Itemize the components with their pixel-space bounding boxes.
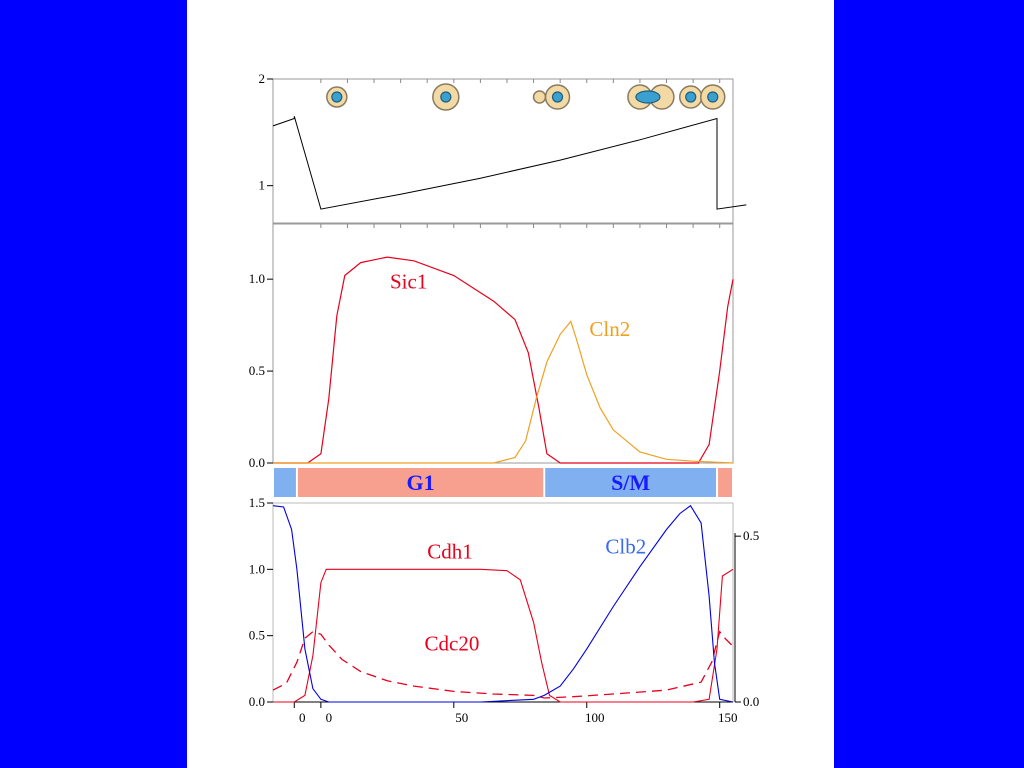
series-cdh1-line [273, 568, 734, 703]
xtick-label-0: 0 [299, 710, 306, 725]
label-cln2: Cln2 [589, 317, 630, 341]
xtick-label-4: 150 [718, 710, 738, 725]
cell-icon-two-cells [679, 84, 726, 110]
phase-label-s-m: S/M [611, 470, 650, 495]
label-cdh1: Cdh1 [427, 540, 473, 564]
phase-segment-1 [297, 468, 544, 497]
mass-panel-frame [272, 78, 734, 224]
xtick-label-1: 0 [326, 710, 333, 725]
phase-segment-0 [274, 468, 296, 497]
cell-icon-small-bud [532, 84, 571, 110]
sic1-ytick-label-1: 0.5 [249, 363, 265, 378]
cell-icon-unbudded-large [432, 83, 460, 111]
bottom-ytick-label-2: 1.0 [249, 561, 265, 576]
mass-ytick-label-0: 1 [259, 178, 266, 193]
bottom-ytick-label-1: 0.5 [249, 628, 265, 643]
cell-icon-unbudded-small [326, 86, 348, 108]
label-cdc20: Cdc20 [425, 631, 480, 655]
label-sic1: Sic1 [390, 269, 427, 293]
label-clb2: Clb2 [605, 534, 646, 558]
xtick-label-2: 50 [455, 710, 468, 725]
xtick-label-3: 100 [585, 710, 605, 725]
series-cln2-line [273, 320, 734, 464]
sic1-ytick-label-0: 0.0 [249, 455, 265, 470]
right-ytick-label-1: 0.5 [743, 528, 759, 543]
sic1-ytick-label-2: 1.0 [249, 271, 265, 286]
series-sic1-line [273, 256, 734, 464]
bottom-ytick-label-0: 0.0 [249, 694, 265, 709]
mass-line-0 [272, 116, 747, 210]
bottom-ytick-label-3: 1.5 [249, 495, 265, 510]
series-clb2-line [272, 504, 734, 703]
mass-ytick-label-1: 2 [259, 71, 266, 86]
series-cdc20-line [272, 630, 734, 699]
sic1-panel-frame [272, 223, 734, 464]
phase-label-g1: G1 [407, 470, 435, 495]
cell-icon-dividing [627, 84, 675, 110]
right-ytick-label-0: 0.0 [743, 694, 759, 709]
phase-segment-3 [718, 468, 732, 497]
phase-segment-2 [545, 468, 717, 497]
